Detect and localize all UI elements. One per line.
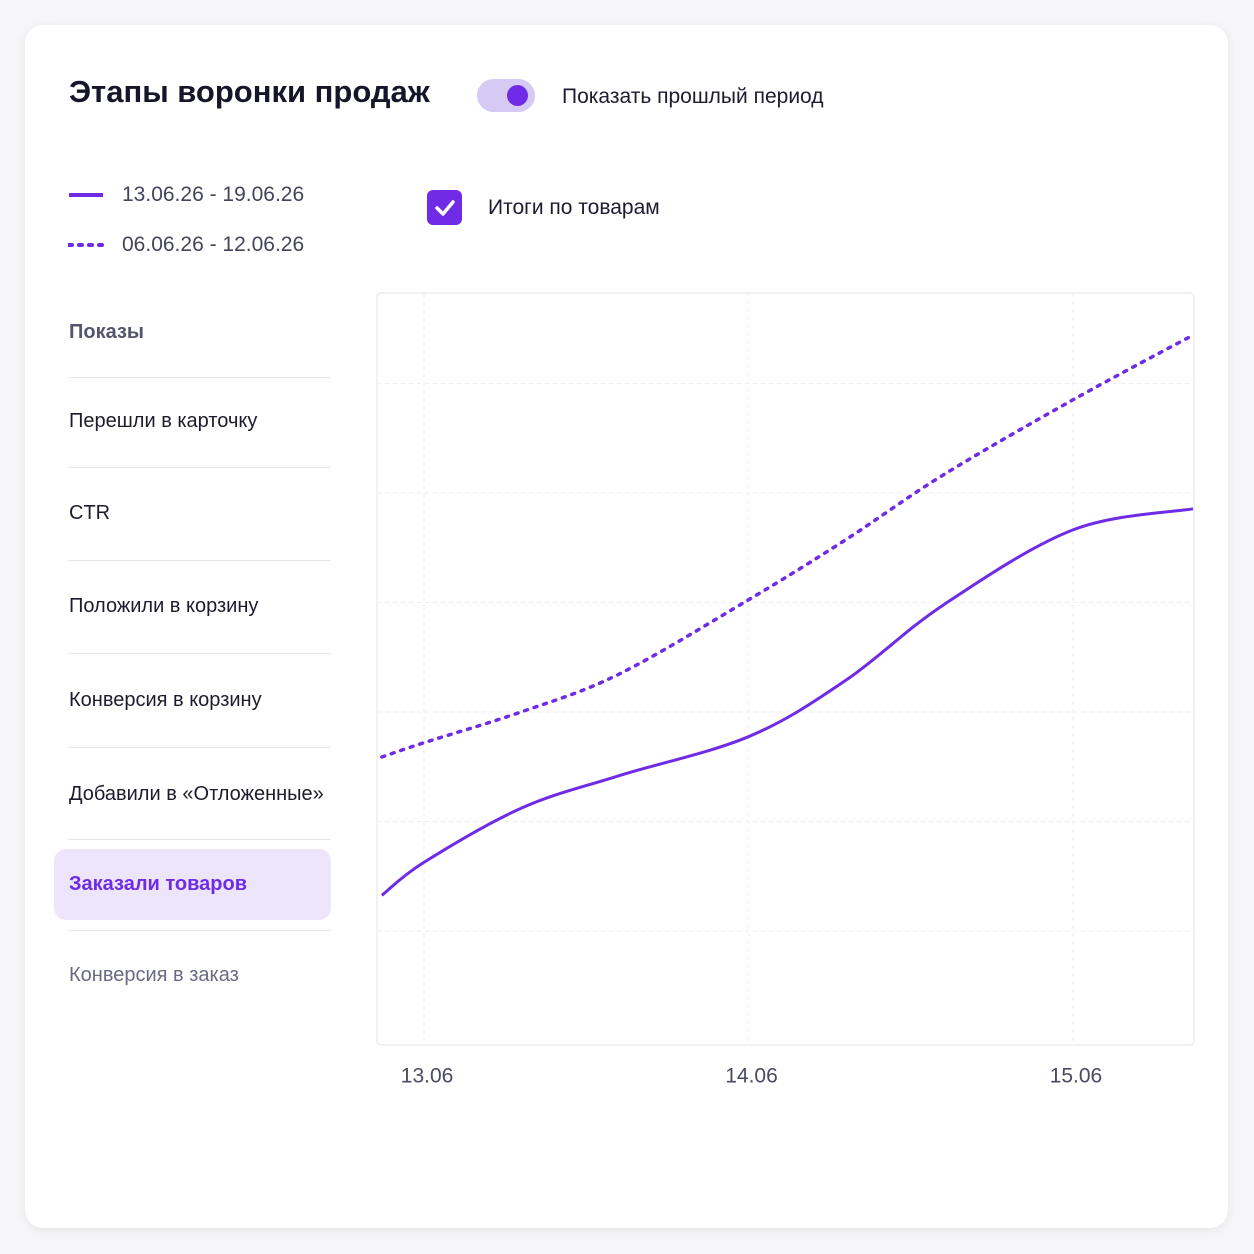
x-tick-label: 13.06: [401, 1065, 454, 1088]
legend-item: 13.06.26 - 19.06.26: [68, 182, 304, 208]
separator: [68, 653, 331, 654]
metric-item[interactable]: Заказали товаров: [54, 849, 331, 920]
legend-swatch: [69, 193, 103, 197]
legend-label: 13.06.26 - 19.06.26: [122, 183, 305, 206]
title: Этапы воронки продаж: [69, 74, 430, 109]
toggle[interactable]: [477, 79, 535, 112]
metric-item[interactable]: Конверсия в заказ: [69, 964, 239, 986]
metric-item[interactable]: Положили в корзину: [69, 595, 259, 617]
series-line: [380, 333, 1195, 759]
x-tick-label: 15.06: [1050, 1065, 1103, 1088]
metric-item[interactable]: Показы: [69, 321, 144, 343]
checkbox-label: Итоги по товарам: [488, 196, 660, 219]
checkbox[interactable]: [427, 190, 462, 225]
metric-item[interactable]: Добавили в «Отложенные»: [69, 783, 324, 805]
metric-item[interactable]: Конверсия в корзину: [69, 689, 262, 711]
legend-item: 06.06.26 - 12.06.26: [68, 232, 304, 258]
separator: [68, 376, 331, 378]
separator: [68, 929, 331, 931]
separator: [68, 747, 331, 748]
toggle-label: Показать прошлый период: [562, 85, 824, 108]
separator: [68, 559, 331, 561]
check-icon: [435, 200, 455, 216]
legend-label: 06.06.26 - 12.06.26: [122, 233, 305, 256]
legend-swatch: [68, 243, 104, 247]
plot-area: [376, 292, 1195, 1046]
toggle-knob: [507, 85, 528, 106]
x-tick-label: 14.06: [725, 1065, 778, 1088]
metric-item[interactable]: CTR: [69, 502, 111, 524]
metric-item[interactable]: Перешли в карточку: [69, 410, 258, 432]
separator: [68, 467, 331, 468]
separator: [68, 839, 331, 840]
series-line: [380, 507, 1194, 897]
